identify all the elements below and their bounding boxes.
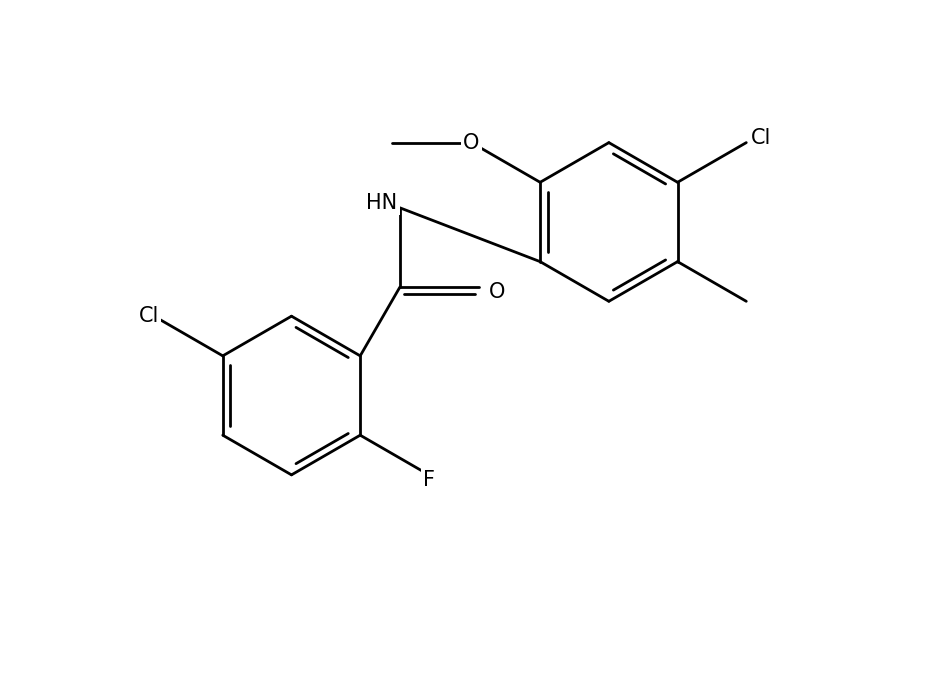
Text: Cl: Cl [138,306,159,327]
Text: F: F [423,470,435,490]
Text: O: O [489,282,505,302]
Text: Cl: Cl [751,128,771,147]
Text: HN: HN [366,193,398,213]
Text: O: O [463,132,479,153]
